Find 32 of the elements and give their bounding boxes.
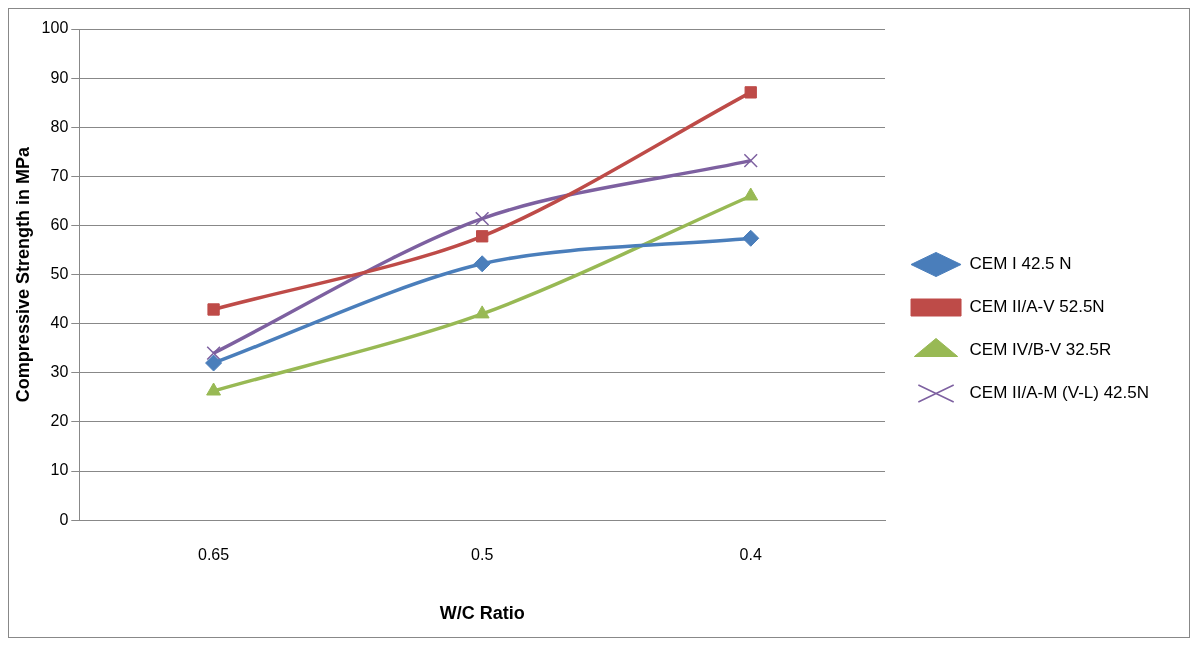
point (473, 255, 491, 273)
y-tick-label: 90 (50, 68, 69, 86)
point (207, 303, 220, 316)
point (206, 346, 221, 361)
point (205, 354, 223, 372)
point (743, 187, 759, 201)
y-tick-label: 20 (50, 412, 69, 430)
point (475, 211, 490, 226)
point (743, 153, 758, 168)
y-tick-label: 40 (50, 314, 69, 332)
y-axis-title: Compressive Strength in MPa (12, 146, 33, 403)
legend-label: CEM II/A-M (V-L) 42.5N (969, 383, 1149, 403)
y-tick-label: 0 (59, 510, 69, 528)
x-axis-title: W/C Ratio (439, 603, 525, 624)
point (474, 305, 490, 319)
point (744, 86, 757, 99)
x-tick-label: 0.5 (471, 546, 494, 564)
y-tick-label: 30 (50, 363, 69, 381)
y-tick-label: 60 (50, 215, 69, 233)
y-tick-label: 10 (50, 461, 69, 479)
y-tick-label: 80 (50, 117, 69, 135)
y-tick-label: 50 (50, 265, 69, 283)
legend-label: CEM IV/B-V 32.5R (969, 340, 1112, 360)
point (476, 230, 489, 243)
point (206, 382, 222, 396)
y-tick-label: 70 (50, 166, 69, 184)
legend-label: CEM I 42.5 N (969, 254, 1072, 274)
x-tick-label: 0.4 (739, 546, 762, 564)
legend-label: CEM II/A-V 52.5N (969, 297, 1105, 317)
x-tick-label: 0.65 (198, 546, 230, 564)
y-tick-label: 100 (41, 19, 69, 37)
point (742, 229, 760, 247)
